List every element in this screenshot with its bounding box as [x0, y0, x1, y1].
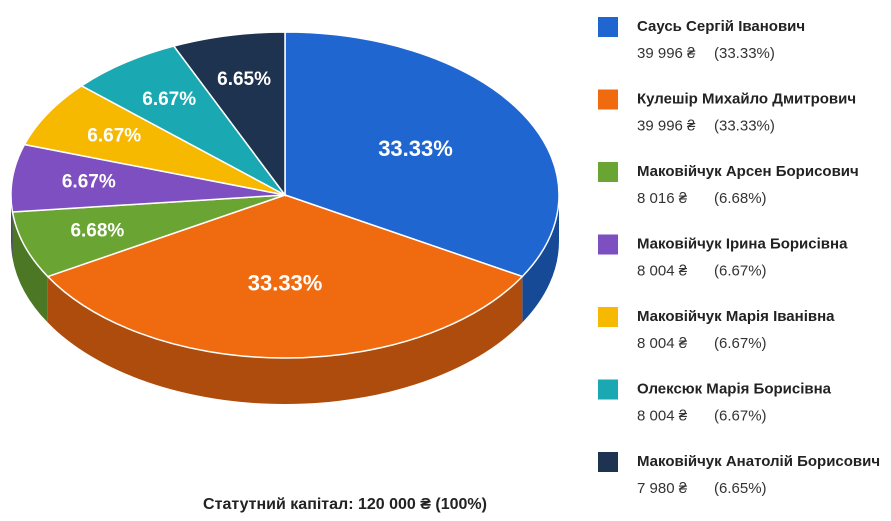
slice-label: 6.68%: [70, 220, 124, 241]
slice-label: 6.67%: [87, 125, 141, 146]
footer: Статутний капітал: 120 000 ₴ (100%): [203, 496, 487, 513]
slice: [284, 31, 560, 278]
legend-name: Маковійчук Анатолій Борисович: [637, 453, 880, 470]
legend-swatch: [598, 162, 618, 182]
slice: [11, 194, 286, 278]
legend-percent: (6.65%): [714, 480, 767, 497]
legend-percent: (6.67%): [714, 335, 767, 352]
legend-swatch: [598, 379, 618, 400]
slice: [46, 194, 524, 359]
slice-label: 33.33%: [248, 270, 323, 295]
slice: [23, 84, 286, 196]
slice: [80, 45, 286, 196]
legend-amount: 8 004 ₴: [637, 262, 688, 279]
legend-percent: (33.33%): [714, 45, 775, 62]
legend-percent: (6.67%): [714, 407, 767, 424]
legend-name: Маковійчук Марія Іванівна: [637, 308, 835, 325]
legend-percent: (6.68%): [714, 190, 767, 207]
slice-side: [522, 195, 559, 323]
slice: [10, 143, 286, 213]
slice-label: 33.33%: [378, 136, 453, 161]
legend-name: Маковійчук Ірина Борисівна: [637, 235, 848, 252]
legend-amount: 8 016 ₴: [637, 190, 688, 207]
legend-amount: 39 996 ₴: [637, 117, 696, 134]
legend-name: Саусь Сергій Іванович: [637, 18, 805, 35]
legend-swatch: [598, 17, 618, 37]
legend-amount: 39 996 ₴: [637, 45, 696, 62]
legend-name: Кулешір Михайло Дмитрович: [637, 90, 856, 107]
legend-name: Маковійчук Арсен Борисович: [637, 163, 859, 180]
slice-label: 6.67%: [142, 89, 196, 110]
legend-amount: 8 004 ₴: [637, 407, 688, 424]
legend-swatch: [598, 234, 618, 255]
legend-percent: (6.67%): [714, 262, 767, 279]
legend-swatch: [598, 89, 618, 110]
slice-label: 6.67%: [62, 172, 116, 193]
legend-name: Олексюк Марія Борисівна: [637, 380, 832, 397]
legend-amount: 7 980 ₴: [637, 480, 688, 497]
slice-label: 6.65%: [217, 69, 271, 90]
legend-percent: (33.33%): [714, 117, 775, 134]
slice-side: [47, 276, 523, 404]
legend-amount: 8 004 ₴: [637, 335, 688, 352]
legend-swatch: [598, 307, 618, 327]
slice: [172, 31, 286, 198]
legend-swatch: [598, 452, 618, 472]
